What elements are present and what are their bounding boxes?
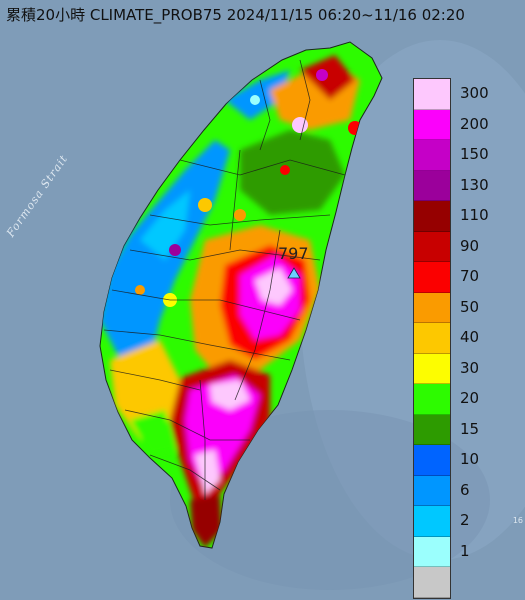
legend-label: 40 — [460, 328, 480, 347]
legend-label: 300 — [460, 84, 489, 103]
legend-swatch — [414, 567, 450, 598]
legend-label: 200 — [460, 114, 489, 133]
max-marker-value: 797 — [278, 244, 309, 263]
color-legend — [413, 78, 451, 599]
legend-swatch — [414, 475, 450, 506]
legend-label: 20 — [460, 389, 480, 408]
legend-swatch — [414, 79, 450, 110]
legend-swatch — [414, 353, 450, 384]
legend-label: 90 — [460, 236, 480, 255]
max-marker-triangle — [287, 267, 301, 279]
legend-label: 110 — [460, 206, 489, 225]
legend-swatch — [414, 109, 450, 140]
legend-label: 30 — [460, 358, 480, 377]
map-title: 累積20小時 CLIMATE_PROB75 2024/11/15 06:20~1… — [6, 6, 465, 24]
legend-swatch — [414, 201, 450, 232]
legend-label: 2 — [460, 511, 470, 530]
legend-swatch — [414, 292, 450, 323]
legend-label: 150 — [460, 145, 489, 164]
legend-swatch — [414, 231, 450, 262]
legend-swatch — [414, 445, 450, 476]
legend-label: 70 — [460, 267, 480, 286]
edge-tick-label: 16 — [512, 516, 523, 525]
legend-label: 1 — [460, 541, 470, 560]
legend-label: 10 — [460, 450, 480, 469]
legend-swatch — [414, 384, 450, 415]
legend-swatch — [414, 262, 450, 293]
legend-label: 6 — [460, 480, 470, 499]
legend-swatch — [414, 140, 450, 171]
legend-swatch — [414, 170, 450, 201]
legend-label: 130 — [460, 175, 489, 194]
legend-label: 15 — [460, 419, 480, 438]
legend-swatch — [414, 536, 450, 567]
legend-swatch — [414, 506, 450, 537]
legend-swatch — [414, 323, 450, 354]
legend-swatch — [414, 414, 450, 445]
legend-label: 50 — [460, 297, 480, 316]
